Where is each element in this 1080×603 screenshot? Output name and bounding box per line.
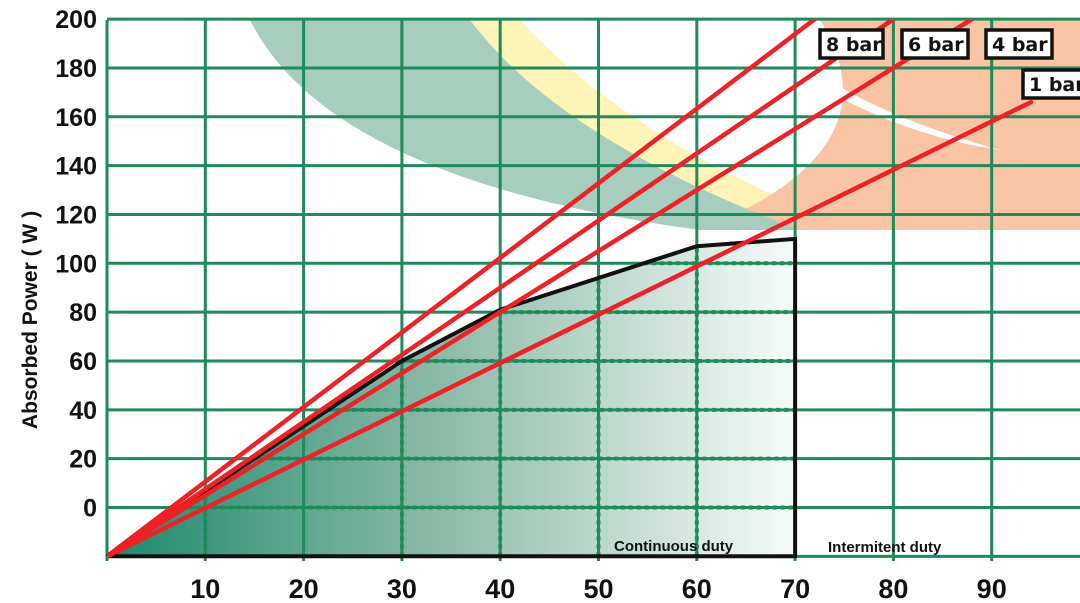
series-line-8-bar [107, 20, 817, 559]
watermark-white-swoosh [720, 20, 1000, 150]
y-tick-label: 160 [55, 104, 97, 132]
annotation-continuous-duty: Continuous duty [614, 538, 734, 555]
dotted-grid [180, 246, 796, 557]
y-tick-label: 0 [83, 495, 97, 523]
x-tick-label: 10 [190, 574, 220, 603]
watermark-orange-shape [540, 20, 1080, 230]
x-tick-label: 60 [682, 574, 712, 603]
legend-label-6-bar: 6 bar [908, 34, 964, 56]
x-tick-label: 80 [878, 574, 908, 603]
envelope-fill [107, 238, 796, 557]
x-tick-label: 50 [583, 574, 613, 603]
y-tick-label: 180 [55, 55, 97, 83]
grid [105, 17, 1080, 561]
y-tick-label: 120 [55, 201, 97, 229]
annotation-intermitent-duty: Intermitent duty [828, 539, 942, 556]
y-tick-label: 140 [55, 153, 97, 181]
x-tick-label: 40 [485, 574, 515, 603]
legend-label-4-bar: 4 bar [992, 34, 1048, 56]
y-tick-label: 200 [55, 6, 97, 34]
y-tick-label: 60 [69, 348, 97, 376]
x-tick-labels: 1020304050607080901 [190, 574, 1007, 603]
x-tick-label: 30 [387, 574, 417, 603]
legend-box-6-bar [900, 28, 970, 60]
y-tick-label: 80 [69, 299, 97, 327]
legend-label-8-bar: 8 bar [826, 34, 882, 56]
y-tick-label: 100 [55, 250, 97, 278]
y-axis-label: Absorbed Power ( W ) [19, 211, 42, 429]
legend-box-4-bar [984, 28, 1054, 60]
y-tick-labels: 0 20 40 60 80 100 120 140 160 180 200 [55, 6, 97, 522]
legend-box-8-bar [818, 28, 885, 60]
x-tick-label: 90 [977, 574, 1007, 603]
x-tick-label: 20 [289, 574, 319, 603]
envelope-layer [107, 238, 796, 557]
y-tick-label: 20 [69, 446, 97, 474]
legend-box-1-bar [1021, 68, 1080, 100]
envelope-outline [105, 236, 798, 559]
legend: 8 bar 6 bar 4 bar 1 bar [818, 28, 1080, 100]
y-tick-label: 40 [69, 397, 97, 425]
envelope-outline-layer [105, 236, 798, 559]
series-line-1-bar [107, 99, 1034, 559]
legend-label-1-bar: 1 bar [1029, 74, 1080, 96]
x-tick-label: 70 [780, 574, 810, 603]
series-lines [107, 20, 1034, 559]
series-line-6-bar [107, 20, 896, 559]
series-line-4-bar [107, 20, 975, 559]
